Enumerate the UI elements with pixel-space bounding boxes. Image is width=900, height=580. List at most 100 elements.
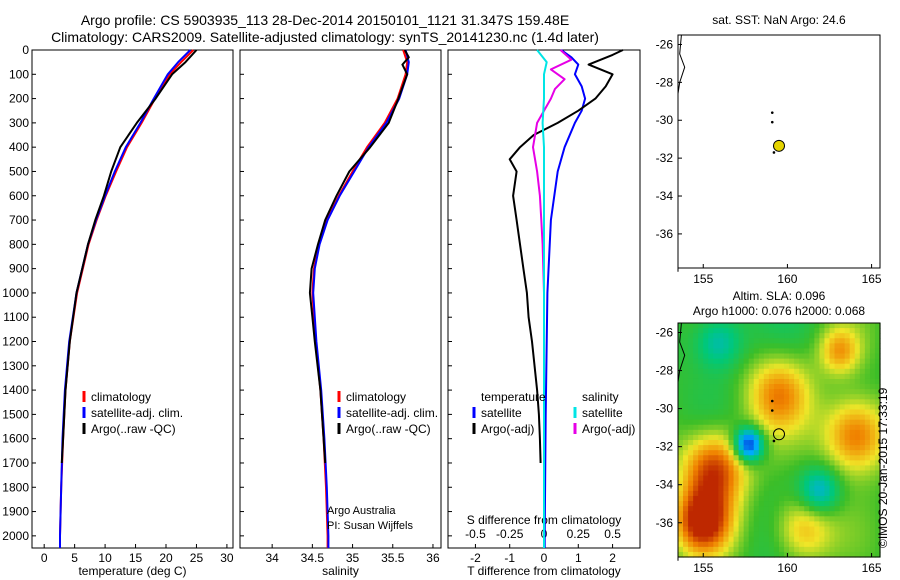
sla-cell — [869, 323, 876, 329]
sla-cell — [683, 348, 689, 355]
sla-cell — [799, 450, 805, 456]
sla-cell — [854, 348, 861, 355]
sla-cell — [799, 470, 805, 477]
sla-cell — [768, 358, 775, 365]
temperature-x-tick-label: 20 — [159, 551, 173, 565]
sla-cell — [824, 546, 831, 553]
sla-cell — [844, 440, 851, 446]
sla-cell — [718, 475, 725, 482]
sla-cell — [784, 455, 790, 461]
sla-cell — [869, 526, 876, 533]
sla-cell — [784, 373, 790, 380]
sla-cell — [874, 506, 881, 512]
sla-cell — [834, 455, 841, 461]
sla-cell — [859, 546, 866, 553]
sla-cell — [804, 358, 810, 365]
sla-cell — [779, 445, 785, 451]
sla-cell — [748, 429, 755, 436]
sla-cell — [748, 404, 755, 411]
sla-cell — [698, 460, 704, 467]
sla-cell — [763, 501, 770, 507]
sla-cell — [804, 419, 810, 426]
sla-cell — [713, 511, 719, 517]
sla-cell — [743, 455, 750, 461]
sla-cell — [804, 394, 810, 400]
salinity-x-tick-label: 35 — [346, 551, 360, 565]
sla-cell — [708, 373, 714, 380]
sla-cell — [799, 480, 805, 487]
sla-cell — [829, 455, 836, 461]
sla-cell — [718, 445, 725, 451]
sla-cell — [864, 424, 871, 431]
sla-cell — [763, 485, 770, 492]
sla-cell — [809, 363, 815, 370]
sla-cell — [859, 348, 866, 355]
sla-cell — [799, 455, 805, 461]
sla-cell — [733, 445, 740, 451]
sla-cell — [773, 399, 780, 405]
sla-cell — [698, 368, 704, 375]
sla-cell — [763, 445, 770, 451]
sla-cell — [784, 343, 790, 350]
sla-cell — [864, 414, 871, 421]
sla-cell — [789, 424, 795, 431]
sla-cell — [779, 495, 785, 502]
sla-cell — [688, 399, 694, 405]
sla-cell — [708, 343, 714, 350]
sla-cell — [824, 328, 831, 334]
sla-cell — [854, 353, 861, 360]
sla-cell — [738, 368, 745, 375]
sla-cell — [713, 445, 719, 451]
sla-cell — [713, 485, 719, 492]
sla-cell — [814, 551, 820, 558]
sla-cell — [869, 475, 876, 482]
sla-cell — [728, 526, 735, 533]
sla-cell — [683, 531, 689, 538]
sla-cell — [784, 389, 790, 395]
sla-cell — [794, 445, 800, 451]
sla-cell — [768, 348, 775, 355]
sla-cell — [768, 419, 775, 426]
sla-cell — [834, 541, 841, 548]
sla-cell — [693, 485, 699, 492]
sla-cell — [804, 429, 810, 436]
sla-cell — [844, 511, 851, 517]
sla-cell — [829, 460, 836, 467]
sla-cell — [824, 424, 831, 431]
sla-cell — [733, 501, 740, 507]
sla-cell — [698, 495, 704, 502]
sla-cell — [708, 516, 714, 522]
sla-cell — [678, 445, 684, 451]
sla-cell — [864, 353, 871, 360]
sla-cell — [829, 348, 836, 355]
sla-cell — [723, 358, 730, 365]
sla-cell — [748, 343, 755, 350]
sla-cell — [768, 490, 775, 497]
sla-cell — [859, 343, 866, 350]
sla-cell — [773, 450, 780, 456]
sla-cell — [779, 465, 785, 472]
sla-cell — [678, 521, 684, 528]
sla-cell — [773, 501, 780, 507]
sla-cell — [713, 389, 719, 395]
sla-cell — [869, 506, 876, 512]
sla-cell — [738, 465, 745, 472]
sla-cell — [713, 378, 719, 385]
sla-cell — [718, 358, 725, 365]
sla-cell — [834, 373, 841, 380]
sla-cell — [688, 546, 694, 553]
sla-cell — [874, 353, 881, 360]
sla-cell — [789, 551, 795, 558]
sla-cell — [758, 536, 765, 543]
sla-cell — [728, 404, 735, 411]
sla-cell — [809, 501, 815, 507]
sla-cell — [693, 440, 699, 446]
sla-cell — [763, 404, 770, 411]
sla-cell — [834, 429, 841, 436]
sla-cell — [819, 460, 826, 467]
sla-cell — [738, 546, 745, 553]
sla-cell — [819, 419, 826, 426]
sla-cell — [713, 440, 719, 446]
sla-cell — [763, 373, 770, 380]
sla-cell — [839, 440, 846, 446]
